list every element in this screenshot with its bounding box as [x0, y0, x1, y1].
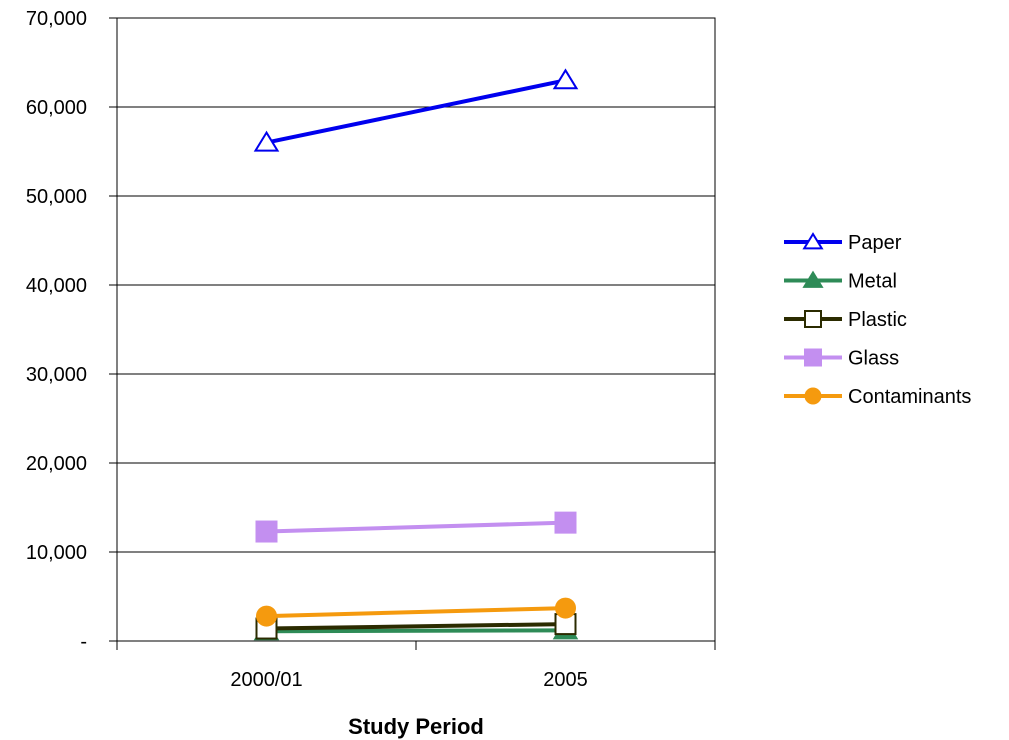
legend-swatch-marker [804, 310, 822, 328]
x-tick-label: 2000/01 [230, 669, 302, 691]
data-point-paper [552, 68, 579, 90]
legend-swatch-marker [804, 387, 822, 405]
series-plastic [255, 613, 577, 640]
legend-item-paper: Paper [784, 232, 902, 254]
legend-label: Metal [848, 271, 897, 293]
legend-label: Paper [848, 232, 902, 254]
data-point-glass [554, 511, 577, 534]
series-line-plastic [266, 622, 566, 631]
y-tick-label: 60,000 [26, 97, 87, 119]
legend-label: Plastic [848, 309, 907, 331]
series-paper [253, 68, 579, 152]
series-line-glass [266, 520, 566, 534]
legend-item-plastic: Plastic [784, 309, 907, 331]
legend-swatch-marker [802, 232, 824, 250]
gridlines [117, 17, 715, 553]
axes [116, 17, 716, 642]
data-point-glass [255, 520, 278, 543]
series-line-contaminants [266, 606, 566, 619]
legend-item-glass: Glass [784, 348, 899, 370]
y-tick-label: 40,000 [26, 275, 87, 297]
x-tick-label: 2005 [543, 669, 588, 691]
series-line-paper [266, 78, 566, 145]
y-tick-label: 30,000 [26, 364, 87, 386]
y-tick-label: - [80, 631, 87, 653]
y-tick-label: 50,000 [26, 186, 87, 208]
y-tick-label: 20,000 [26, 453, 87, 475]
series-contaminants [256, 597, 576, 627]
series-line-metal [266, 628, 566, 634]
legend: Paper Metal Plastic Glass Contaminants [784, 232, 971, 408]
legend-swatch-marker [804, 348, 822, 367]
data-point-paper [253, 130, 280, 152]
x-axis-title: Study Period [348, 714, 484, 739]
legend-swatch-marker [802, 270, 824, 288]
data-point-contaminants [256, 605, 277, 627]
series-glass [255, 511, 577, 543]
legend-label: Glass [848, 348, 899, 370]
legend-item-contaminants: Contaminants [784, 386, 971, 408]
x-axis-ticks: 2000/01 2005 [116, 641, 716, 691]
y-tick-label: 10,000 [26, 542, 87, 564]
legend-label: Contaminants [848, 386, 971, 408]
y-tick-label: 70,000 [26, 8, 87, 30]
legend-item-metal: Metal [784, 271, 897, 293]
plot-area-frame [116, 17, 716, 642]
y-axis-ticks: - 10,000 20,000 30,000 40,000 50,000 60,000 70,… [26, 8, 117, 653]
data-point-contaminants [555, 597, 576, 619]
series-lines [253, 68, 579, 641]
